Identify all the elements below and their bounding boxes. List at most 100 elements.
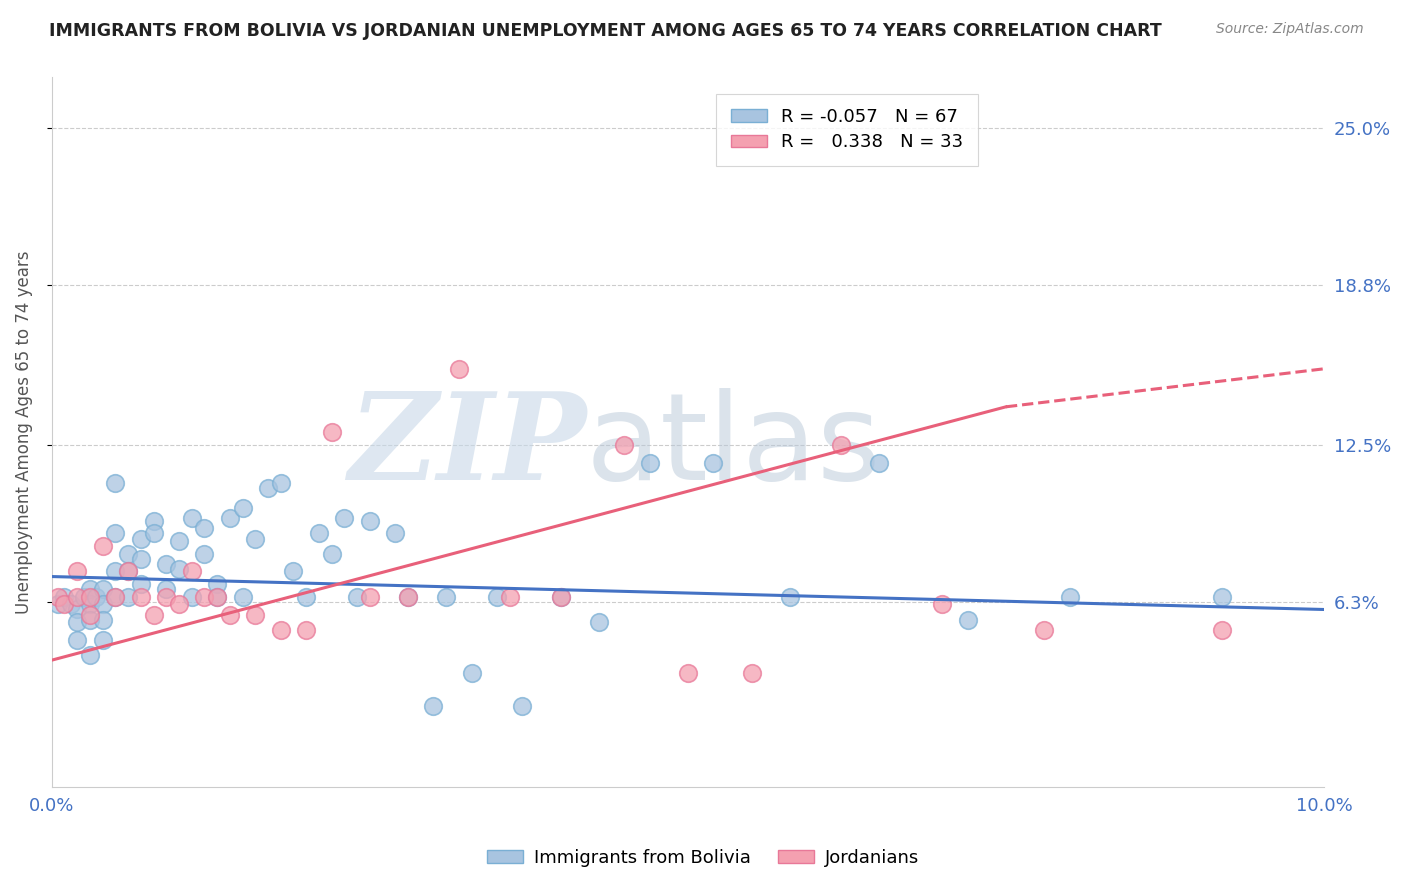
Point (79, 582, 101, 597)
Point (193, 547, 215, 561)
Point (702, 456, 724, 470)
Point (167, 534, 190, 549)
Point (46, 590, 69, 604)
Point (79, 590, 101, 604)
Point (66, 565, 89, 579)
Point (447, 361, 470, 376)
Point (117, 590, 139, 604)
Point (613, 438, 636, 452)
Point (550, 590, 572, 604)
Y-axis label: Unemployment Among Ages 65 to 74 years: Unemployment Among Ages 65 to 74 years (15, 251, 32, 614)
Point (66, 632, 89, 647)
Point (931, 598, 953, 612)
Point (155, 582, 177, 597)
Point (66, 615, 89, 629)
Point (91, 613, 114, 627)
Point (257, 481, 280, 495)
Point (346, 590, 368, 604)
Point (79, 607, 101, 622)
Point (434, 590, 457, 604)
Point (46, 598, 69, 612)
Point (180, 590, 202, 604)
Point (218, 511, 240, 525)
Point (91, 539, 114, 553)
Point (779, 590, 801, 604)
Point (59, 598, 82, 612)
Point (295, 590, 318, 604)
Point (205, 590, 228, 604)
Point (66, 602, 89, 616)
Point (359, 590, 381, 604)
Point (142, 526, 165, 541)
Point (104, 526, 127, 541)
Point (205, 590, 228, 604)
Point (129, 532, 152, 546)
Point (1059, 590, 1081, 604)
Point (512, 698, 534, 713)
Legend: R = -0.057   N = 67, R =   0.338   N = 33: R = -0.057 N = 67, R = 0.338 N = 33 (716, 94, 977, 166)
Point (66, 590, 89, 604)
Point (91, 582, 114, 597)
Point (91, 598, 114, 612)
Point (180, 565, 202, 579)
Point (359, 514, 381, 528)
Point (167, 562, 190, 576)
Point (53, 598, 76, 612)
Point (499, 590, 522, 604)
Point (1211, 590, 1233, 604)
Point (117, 565, 139, 579)
Point (104, 475, 127, 490)
Point (1033, 623, 1056, 637)
Point (308, 526, 330, 541)
Point (460, 665, 482, 680)
Point (956, 613, 979, 627)
Point (868, 456, 890, 470)
Legend: Immigrants from Bolivia, Jordanians: Immigrants from Bolivia, Jordanians (479, 842, 927, 874)
Point (321, 547, 343, 561)
Point (129, 577, 152, 591)
Point (79, 598, 101, 612)
Point (245, 607, 267, 622)
Point (129, 551, 152, 566)
Point (740, 665, 762, 680)
Point (550, 590, 572, 604)
Point (384, 526, 406, 541)
Point (1211, 623, 1233, 637)
Point (193, 590, 215, 604)
Point (422, 698, 444, 713)
Point (84, 590, 107, 604)
Point (117, 547, 139, 561)
Point (155, 590, 177, 604)
Point (486, 590, 509, 604)
Point (142, 607, 165, 622)
Point (167, 598, 190, 612)
Point (53, 590, 76, 604)
Point (142, 514, 165, 528)
Point (232, 501, 254, 516)
Point (79, 613, 101, 627)
Point (232, 590, 254, 604)
Text: atlas: atlas (586, 388, 882, 505)
Point (638, 456, 661, 470)
Point (180, 511, 202, 525)
Point (155, 557, 177, 571)
Point (830, 438, 852, 452)
Point (205, 577, 228, 591)
Point (676, 665, 699, 680)
Point (396, 590, 419, 604)
Point (104, 565, 127, 579)
Point (283, 565, 305, 579)
Point (104, 590, 127, 604)
Text: Source: ZipAtlas.com: Source: ZipAtlas.com (1216, 22, 1364, 37)
Point (104, 590, 127, 604)
Text: IMMIGRANTS FROM BOLIVIA VS JORDANIAN UNEMPLOYMENT AMONG AGES 65 TO 74 YEARS CORR: IMMIGRANTS FROM BOLIVIA VS JORDANIAN UNE… (49, 22, 1161, 40)
Point (245, 532, 267, 546)
Point (72, 590, 94, 604)
Point (91, 632, 114, 647)
Point (396, 590, 419, 604)
Point (270, 475, 292, 490)
Text: ZIP: ZIP (347, 387, 586, 506)
Point (333, 511, 356, 525)
Point (129, 590, 152, 604)
Point (218, 607, 240, 622)
